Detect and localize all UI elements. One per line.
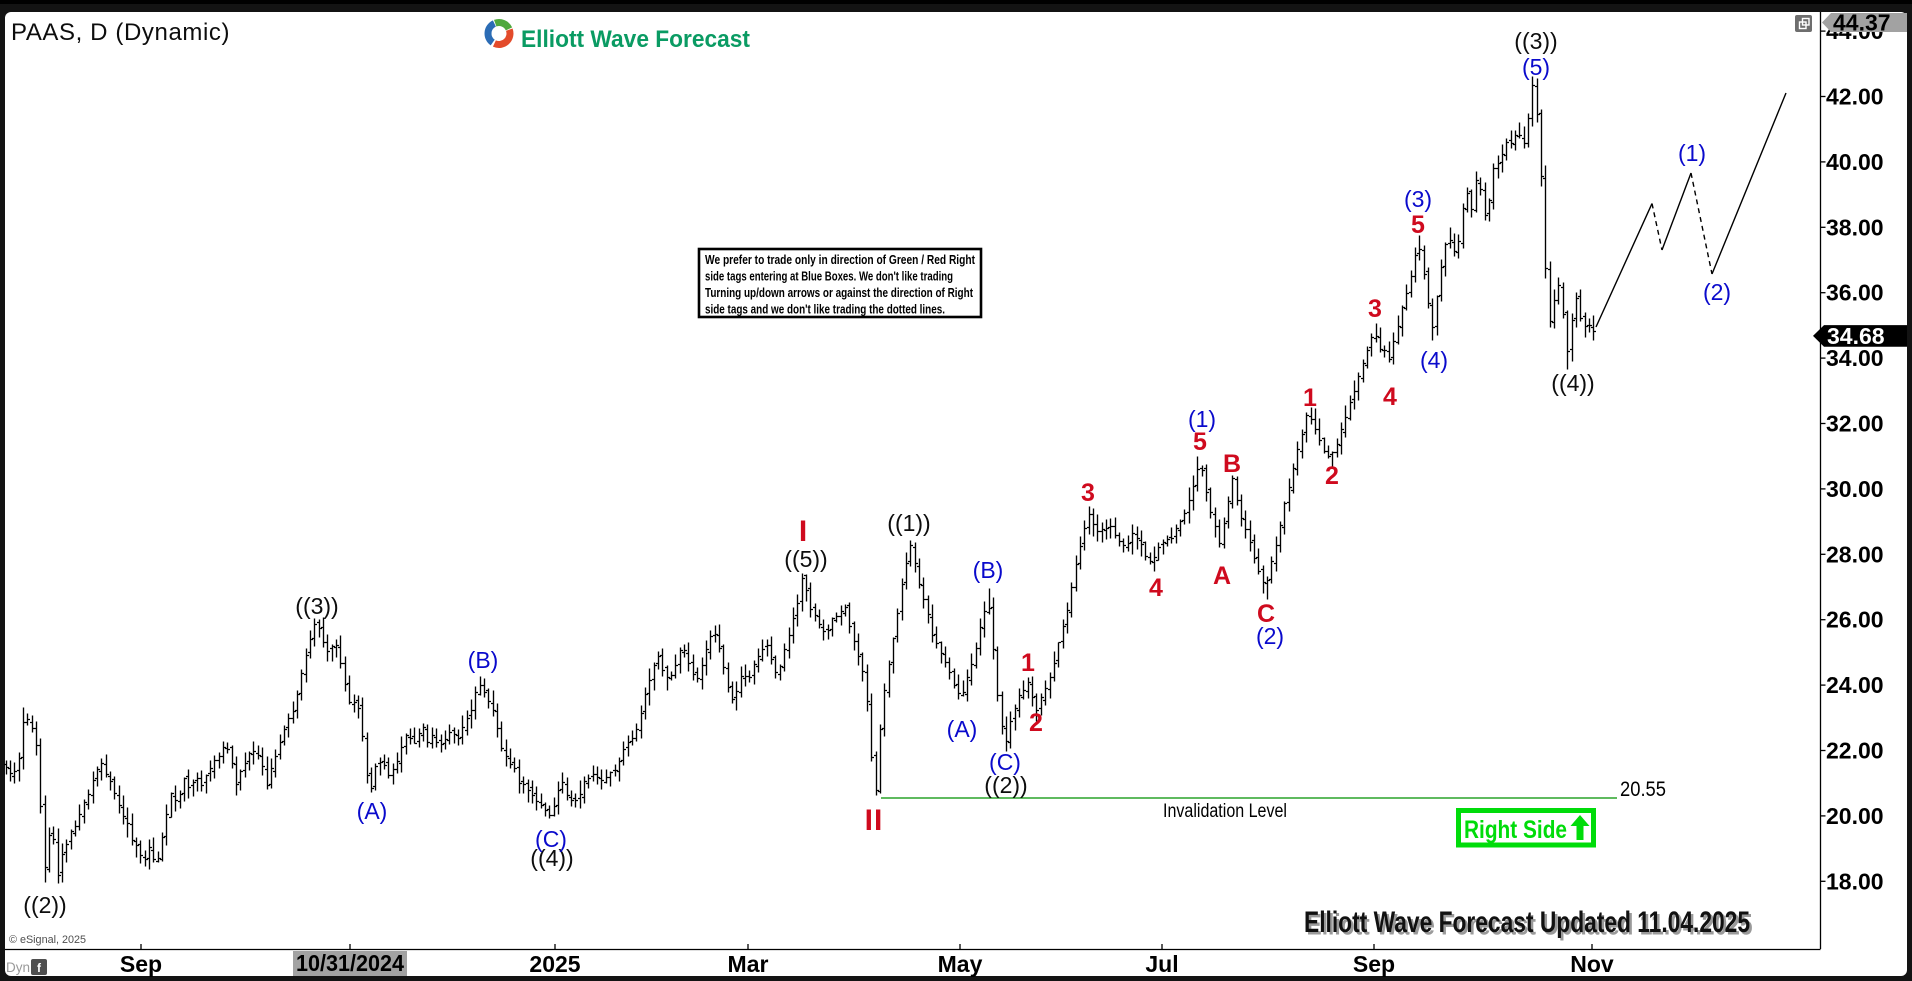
svg-text:A: A xyxy=(1213,562,1231,590)
svg-text:(C): (C) xyxy=(989,749,1021,775)
svg-text:((2)): ((2)) xyxy=(23,892,66,918)
svg-text:40.00: 40.00 xyxy=(1826,149,1884,175)
svg-text:1: 1 xyxy=(1303,384,1317,412)
svg-text:4: 4 xyxy=(1383,383,1397,411)
svg-text:Jul: Jul xyxy=(1145,951,1178,977)
svg-text:20.55: 20.55 xyxy=(1620,778,1666,801)
svg-text:((1)): ((1)) xyxy=(887,510,930,536)
svg-text:((3)): ((3)) xyxy=(295,593,338,619)
svg-text:(2): (2) xyxy=(1703,279,1731,305)
svg-text:Elliott Wave Forecast: Elliott Wave Forecast xyxy=(521,26,750,53)
svg-text:((3)): ((3)) xyxy=(1514,28,1557,54)
svg-text:2025: 2025 xyxy=(529,951,580,977)
svg-text:44.37: 44.37 xyxy=(1833,10,1891,36)
svg-text:36.00: 36.00 xyxy=(1826,280,1884,306)
svg-text:I: I xyxy=(799,515,807,548)
svg-text:18.00: 18.00 xyxy=(1826,868,1884,894)
svg-text:We prefer to trade only in dir: We prefer to trade only in direction of … xyxy=(705,253,976,267)
svg-text:28.00: 28.00 xyxy=(1826,541,1884,567)
svg-text:May: May xyxy=(938,951,983,977)
svg-text:II: II xyxy=(865,804,884,837)
svg-text:(5): (5) xyxy=(1522,54,1550,80)
svg-text:((4)): ((4)) xyxy=(1551,370,1594,396)
svg-text:(4): (4) xyxy=(1420,347,1448,373)
svg-text:Right Side: Right Side xyxy=(1464,816,1567,844)
svg-text:10/31/2024: 10/31/2024 xyxy=(296,950,404,976)
svg-text:30.00: 30.00 xyxy=(1826,476,1884,502)
svg-text:Turning up/down arrows or agai: Turning up/down arrows or against the di… xyxy=(705,286,974,300)
svg-text:20.00: 20.00 xyxy=(1826,803,1884,829)
svg-text:34.00: 34.00 xyxy=(1826,345,1884,371)
svg-text:34.68: 34.68 xyxy=(1827,323,1885,349)
svg-text:Invalidation Level: Invalidation Level xyxy=(1163,801,1287,822)
svg-text:26.00: 26.00 xyxy=(1826,607,1884,633)
svg-text:PAAS, D (Dynamic): PAAS, D (Dynamic) xyxy=(11,19,230,46)
svg-text:f: f xyxy=(37,961,42,975)
svg-text:38.00: 38.00 xyxy=(1826,214,1884,240)
svg-text:(3): (3) xyxy=(1404,186,1432,212)
svg-text:Elliott Wave Forecast Updated: Elliott Wave Forecast Updated 11.04.2025 xyxy=(1304,906,1750,939)
svg-text:side tags entering at Blue Box: side tags entering at Blue Boxes. We don… xyxy=(705,270,953,284)
svg-text:((2)): ((2)) xyxy=(984,772,1027,798)
svg-text:(1): (1) xyxy=(1678,140,1706,166)
svg-text:2: 2 xyxy=(1029,709,1043,737)
svg-text:22.00: 22.00 xyxy=(1826,738,1884,764)
svg-text:4: 4 xyxy=(1149,574,1163,602)
svg-text:24.00: 24.00 xyxy=(1826,672,1884,698)
svg-text:((5)): ((5)) xyxy=(784,546,827,572)
svg-text:3: 3 xyxy=(1368,295,1382,323)
svg-text:(A): (A) xyxy=(357,798,388,824)
svg-text:(2): (2) xyxy=(1256,623,1284,649)
svg-text:3: 3 xyxy=(1081,479,1095,507)
svg-text:© eSignal, 2025: © eSignal, 2025 xyxy=(9,934,86,946)
svg-text:Mar: Mar xyxy=(728,951,769,977)
svg-text:5: 5 xyxy=(1193,428,1207,456)
svg-text:(B): (B) xyxy=(973,557,1004,583)
svg-text:B: B xyxy=(1223,450,1241,478)
svg-text:(1): (1) xyxy=(1188,406,1216,432)
svg-text:(C): (C) xyxy=(535,826,567,852)
svg-text:1: 1 xyxy=(1021,649,1035,677)
svg-text:Elliott Wave Forecast Updated: Elliott Wave Forecast Updated 11.04.2025 xyxy=(1307,909,1753,942)
svg-text:Sep: Sep xyxy=(120,951,162,977)
svg-text:(B): (B) xyxy=(468,647,499,673)
svg-text:Sep: Sep xyxy=(1353,951,1395,977)
svg-text:Nov: Nov xyxy=(1570,951,1614,977)
svg-text:32.00: 32.00 xyxy=(1826,411,1884,437)
svg-text:Dyn: Dyn xyxy=(6,960,30,975)
svg-text:5: 5 xyxy=(1411,211,1425,239)
svg-text:((4)): ((4)) xyxy=(530,845,573,871)
svg-text:42.00: 42.00 xyxy=(1826,84,1884,110)
svg-text:(A): (A) xyxy=(947,716,978,742)
svg-text:side tags and we don't like tr: side tags and we don't like trading the … xyxy=(705,303,945,317)
svg-text:C: C xyxy=(1257,600,1275,628)
svg-text:2: 2 xyxy=(1325,462,1339,490)
